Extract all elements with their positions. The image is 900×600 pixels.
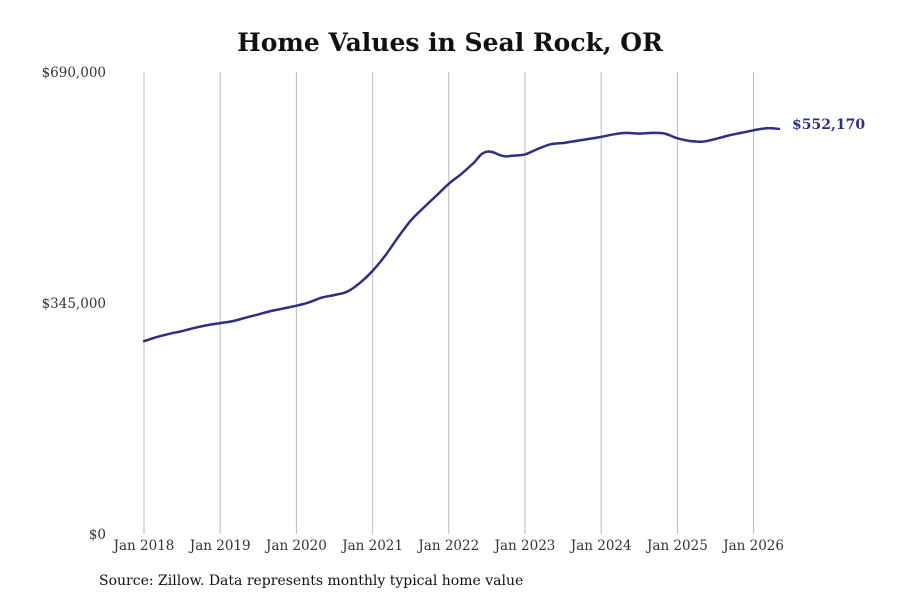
x-tick-label: Jan 2024 [569, 538, 632, 554]
x-tick-label: Jan 2021 [340, 538, 403, 554]
x-tick-label: Jan 2020 [264, 538, 327, 554]
x-tick-label: Jan 2018 [112, 538, 175, 554]
series-line [142, 126, 781, 343]
end-value-label: $552,170 [792, 117, 865, 133]
chart-title: Home Values in Seal Rock, OR [237, 28, 663, 57]
x-tick-label: Jan 2022 [416, 538, 479, 554]
x-tick-label: Jan 2019 [188, 538, 251, 554]
source-note: Source: Zillow. Data represents monthly … [99, 573, 524, 589]
y-tick-label: $690,000 [42, 65, 106, 81]
y-axis: $0 $345,000 $690,000 [42, 65, 106, 543]
x-tick-label: Jan 2025 [645, 538, 708, 554]
gridlines [143, 72, 755, 534]
x-axis: Jan 2018 Jan 2019 Jan 2020 Jan 2021 Jan 2022… [112, 538, 784, 554]
y-tick-label: $345,000 [42, 296, 106, 312]
x-tick-label: Jan 2026 [721, 538, 784, 554]
y-tick-label: $0 [89, 527, 106, 543]
x-tick-label: Jan 2023 [493, 538, 556, 554]
